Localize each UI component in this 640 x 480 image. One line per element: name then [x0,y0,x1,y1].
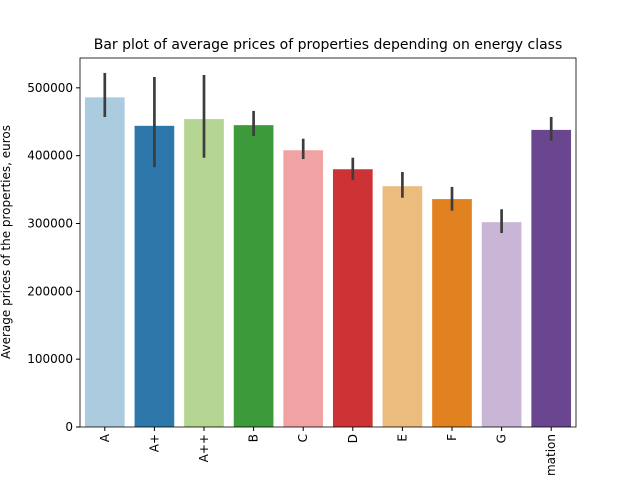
y-axis-label: Average prices of the properties, euros [0,125,13,359]
bar [432,199,472,427]
y-tick-label: 0 [65,420,73,434]
x-tick-label: mation [544,434,558,476]
x-tick-label: F [445,434,459,441]
bar [134,125,175,428]
y-tick-label: 400000 [27,149,73,163]
bar [332,169,373,427]
chart-title: Bar plot of average prices of properties… [94,37,563,53]
x-tick-label: G [495,434,509,443]
bar [531,129,572,427]
y-tick-label: 100000 [27,352,73,366]
y-tick-label: 200000 [27,284,73,298]
x-tick-label: C [296,434,310,442]
x-tick-label: B [247,434,261,442]
bar [84,97,125,427]
bar [283,150,324,427]
y-tick-label: 500000 [27,81,73,95]
bar [233,125,274,427]
bar [382,186,423,427]
y-tick-label: 300000 [27,217,73,231]
x-tick-label: A+ [147,434,161,452]
x-tick-label: E [395,434,409,442]
x-tick-label: A++ [197,434,211,462]
bar [481,222,522,427]
x-tick-label: A [98,433,112,442]
bar [184,119,224,427]
axes-frame [79,57,577,428]
x-tick-label: D [346,434,360,443]
